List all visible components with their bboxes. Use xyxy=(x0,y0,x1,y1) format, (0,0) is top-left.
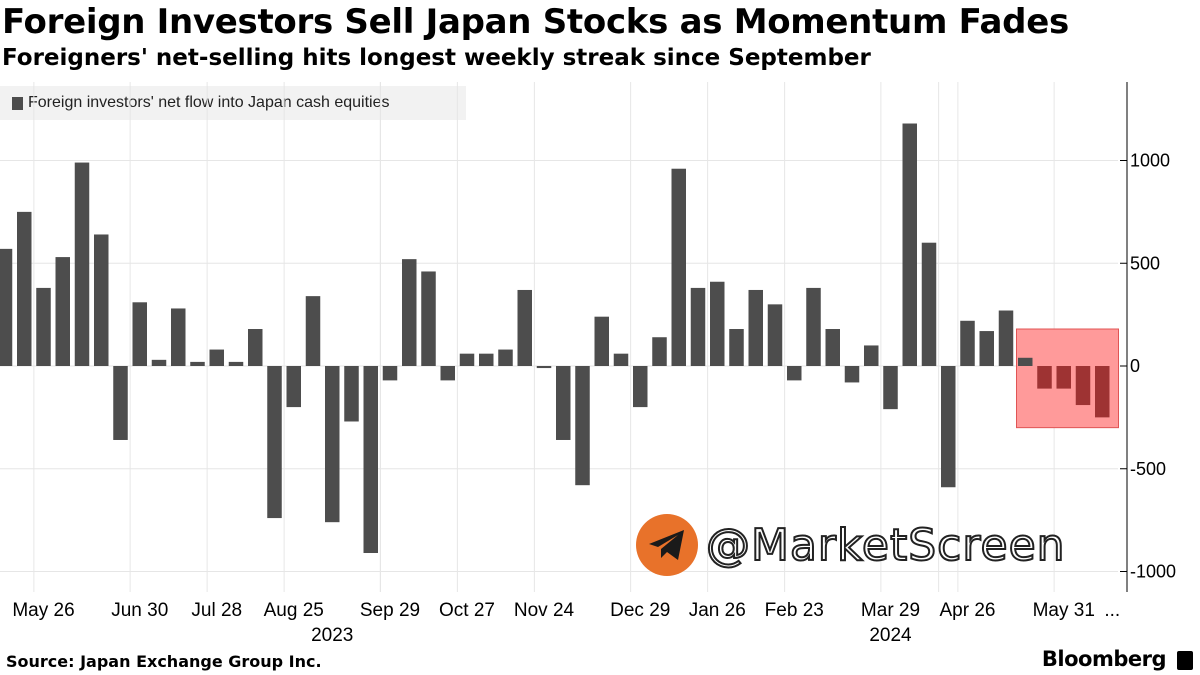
bar xyxy=(305,296,321,366)
bar xyxy=(960,320,975,366)
bar xyxy=(0,248,13,366)
y-tick-label: 0 xyxy=(1130,356,1140,376)
bar xyxy=(710,281,725,366)
bar xyxy=(440,366,455,381)
bar xyxy=(729,329,744,366)
bar xyxy=(902,123,917,366)
bar xyxy=(151,359,167,366)
x-tick-label: Feb 23 xyxy=(765,600,824,621)
x-tick-label: Jan 26 xyxy=(689,600,746,621)
bar xyxy=(228,361,244,366)
bar xyxy=(344,366,359,422)
x-tick-label: Aug 25 xyxy=(264,600,324,621)
bar xyxy=(363,366,378,554)
chart-subtitle: Foreigners' net-selling hits longest wee… xyxy=(2,45,871,71)
bar xyxy=(209,349,224,366)
bar xyxy=(748,289,763,366)
bar xyxy=(690,287,706,366)
x-tick-label: Nov 24 xyxy=(514,600,575,621)
year-label: 2023 xyxy=(311,625,353,646)
bar xyxy=(652,337,667,366)
bar xyxy=(575,366,590,486)
bloomberg-icon xyxy=(1177,651,1193,670)
bar xyxy=(248,329,263,366)
bar xyxy=(787,366,802,381)
bar xyxy=(17,211,32,366)
bar xyxy=(132,302,147,366)
bar xyxy=(517,289,532,366)
watermark-text: @MarketScreen xyxy=(705,519,1066,572)
bar xyxy=(998,310,1014,366)
bar xyxy=(382,366,398,381)
bar xyxy=(498,349,513,366)
chart-title: Foreign Investors Sell Japan Stocks as M… xyxy=(2,2,1069,42)
bar xyxy=(36,287,51,366)
bar xyxy=(979,331,994,366)
x-tick-label: Dec 29 xyxy=(610,600,670,621)
bar xyxy=(767,304,783,366)
bar xyxy=(1018,357,1033,366)
bar xyxy=(594,316,609,366)
bar xyxy=(190,361,205,366)
bar xyxy=(844,366,860,383)
x-tick-label: Mar 29 xyxy=(861,600,920,621)
y-tick-label: 500 xyxy=(1130,253,1160,273)
x-tick-label: May 31 xyxy=(1033,600,1095,621)
bar xyxy=(883,366,898,410)
bar xyxy=(536,366,552,369)
bloomberg-logo: Bloomberg xyxy=(1041,647,1167,671)
bar xyxy=(402,259,417,366)
bar xyxy=(1056,366,1071,389)
legend-label: Foreign investors' net flow into Japan c… xyxy=(28,94,390,111)
legend-swatch xyxy=(12,96,23,110)
y-tick-label: -500 xyxy=(1130,459,1166,479)
bar xyxy=(267,366,282,519)
bar xyxy=(55,257,70,366)
x-tick-label: Oct 27 xyxy=(439,600,495,621)
source-note: Source: Japan Exchange Group Inc. xyxy=(6,652,322,671)
bar xyxy=(921,242,937,366)
bar xyxy=(459,353,475,366)
bar xyxy=(74,162,90,366)
bar xyxy=(941,366,956,488)
y-tick-label: -1000 xyxy=(1130,562,1176,582)
bar xyxy=(1095,366,1110,418)
bar xyxy=(671,168,686,366)
bar xyxy=(613,353,629,366)
watermark: @MarketScreen xyxy=(636,514,1066,576)
telegram-icon xyxy=(636,514,698,576)
bar xyxy=(113,366,128,440)
bar xyxy=(286,366,301,408)
y-tick-label: 1000 xyxy=(1130,151,1170,171)
bar xyxy=(556,366,571,440)
bar xyxy=(825,329,840,366)
bar xyxy=(633,366,648,408)
x-tick-label: Jul 28 xyxy=(191,600,242,621)
x-tick-label: Sep 29 xyxy=(360,600,420,621)
bar xyxy=(1037,366,1052,389)
bar xyxy=(171,308,186,366)
year-label: 2024 xyxy=(869,625,912,646)
bar xyxy=(421,271,436,366)
x-tick-ellipsis: ... xyxy=(1104,600,1120,621)
bar xyxy=(479,353,494,366)
x-tick-label: Jun 30 xyxy=(111,600,168,621)
bar xyxy=(864,345,879,366)
x-tick-label: May 26 xyxy=(12,600,74,621)
bar xyxy=(94,234,109,366)
legend: Foreign investors' net flow into Japan c… xyxy=(0,86,466,120)
bar xyxy=(1075,366,1091,406)
bar xyxy=(806,287,821,366)
x-tick-label: Apr 26 xyxy=(940,600,996,621)
bar xyxy=(325,366,340,523)
